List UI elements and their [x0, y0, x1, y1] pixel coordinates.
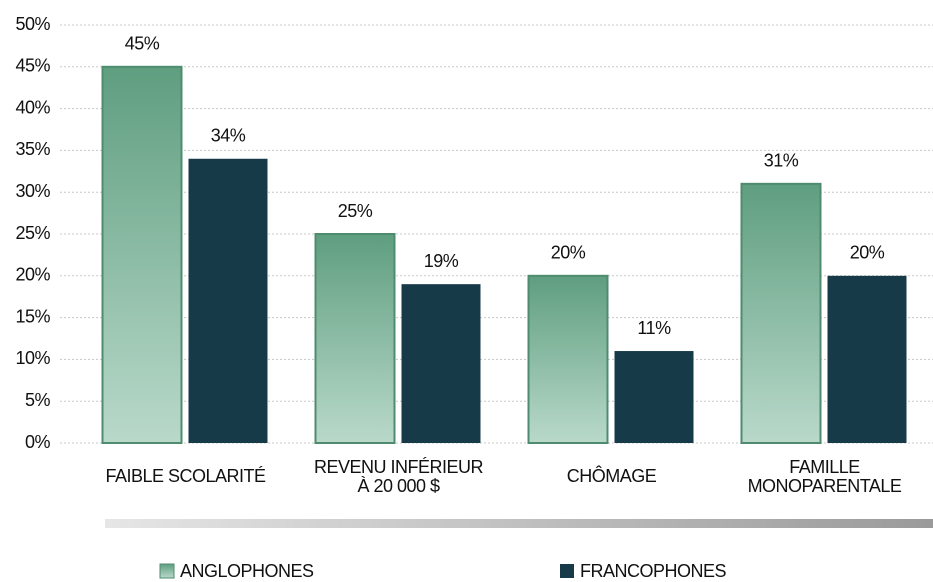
- y-tick-label: 40%: [15, 97, 50, 117]
- value-label: 20%: [551, 243, 586, 263]
- x-tick-label: À 20 000 $: [357, 476, 440, 496]
- baseline-band: [105, 519, 933, 528]
- bar: [188, 158, 268, 443]
- value-label: 20%: [850, 243, 885, 263]
- y-tick-label: 0%: [25, 432, 51, 452]
- y-tick-label: 30%: [15, 181, 50, 201]
- value-label: 19%: [424, 251, 459, 271]
- y-tick-label: 45%: [15, 56, 50, 76]
- x-tick-label: FAIBLE SCOLARITÉ: [105, 466, 266, 486]
- legend-swatch: [560, 564, 574, 578]
- legend-label: ANGLOPHONES: [180, 561, 314, 581]
- value-label: 31%: [764, 151, 799, 171]
- y-tick-label: 25%: [15, 223, 50, 243]
- bar: [740, 182, 822, 444]
- y-tick-label: 10%: [15, 348, 50, 368]
- bar: [401, 284, 481, 443]
- y-tick-label: 20%: [15, 265, 50, 285]
- legend-swatch: [159, 563, 175, 579]
- bar: [527, 274, 609, 444]
- value-label: 25%: [338, 201, 373, 221]
- value-label: 34%: [211, 126, 246, 146]
- value-label: 45%: [125, 34, 160, 54]
- bar: [827, 275, 907, 443]
- y-tick-label: 15%: [15, 306, 50, 326]
- x-tick-label: MONOPARENTALE: [748, 476, 902, 496]
- legend-label: FRANCOPHONES: [580, 561, 727, 581]
- bar: [614, 351, 694, 443]
- value-label: 11%: [637, 318, 671, 338]
- bar: [101, 65, 183, 445]
- bar: [314, 233, 396, 444]
- x-tick-label: REVENU INFÉRIEUR: [314, 457, 484, 477]
- y-tick-label: 35%: [15, 139, 50, 159]
- x-tick-label: CHÔMAGE: [567, 465, 657, 486]
- x-tick-label: FAMILLE: [789, 457, 860, 477]
- y-tick-label: 5%: [25, 390, 51, 410]
- y-tick-label: 50%: [15, 14, 50, 34]
